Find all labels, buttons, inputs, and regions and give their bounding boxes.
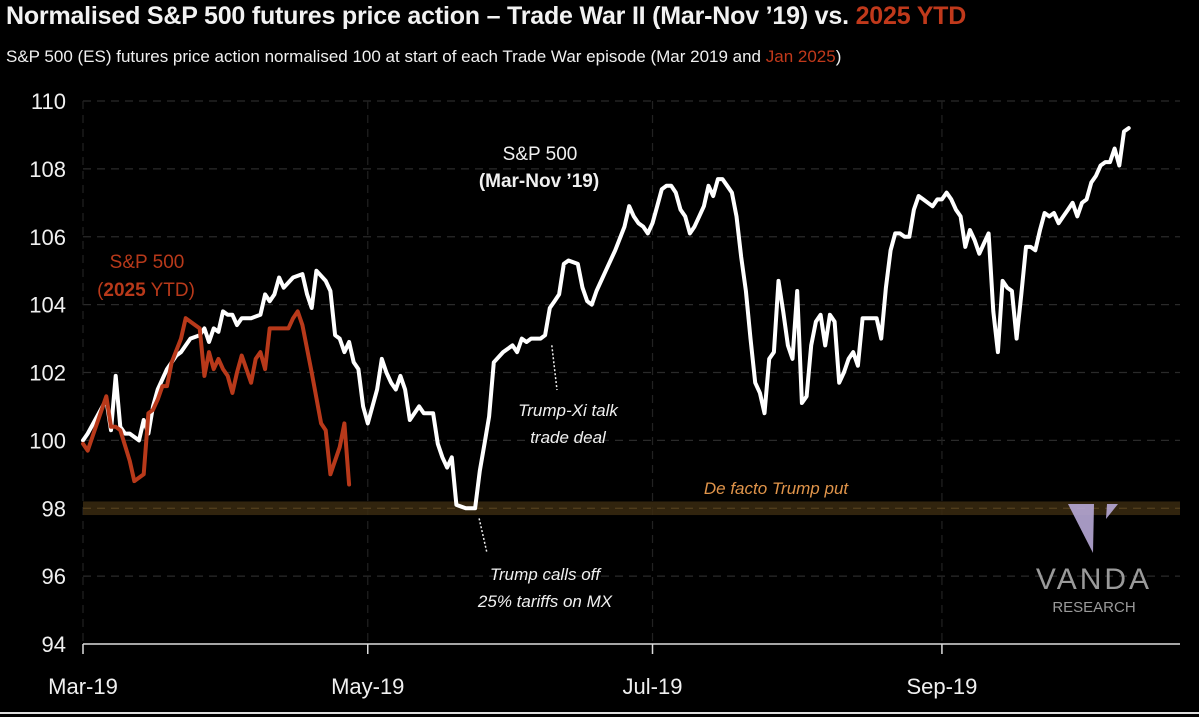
y-tick-label: 100 xyxy=(29,428,66,453)
annotation-trump-xi-line2: trade deal xyxy=(530,428,607,447)
annotations: Trump-Xi talk trade deal Trump calls off… xyxy=(97,144,849,611)
subtitle-main: S&P 500 (ES) futures price action normal… xyxy=(6,47,766,66)
y-tick-label: 94 xyxy=(42,632,66,657)
y-tick-label: 110 xyxy=(31,89,66,114)
x-tick-label: May-19 xyxy=(331,674,404,699)
chart-title: Normalised S&P 500 futures price action … xyxy=(6,2,966,31)
annotation-mx-tariffs-line2: 25% tariffs on MX xyxy=(477,592,613,611)
x-axis: Mar-19 May-19 Jul-19 Sep-19 xyxy=(48,643,1180,699)
y-tick-label: 108 xyxy=(29,157,66,182)
put-band-label: De facto Trump put xyxy=(704,479,850,498)
logo-name: VANDA xyxy=(1036,563,1152,596)
series-2019-line xyxy=(81,126,1131,511)
y-tick-label: 98 xyxy=(42,496,66,521)
y-tick-label: 102 xyxy=(29,361,66,386)
series-2025-label-line2: (2025 YTD) xyxy=(97,280,195,301)
trump-put-band xyxy=(83,501,1180,516)
series-2019-label-line2: (Mar-Nov ’19) xyxy=(479,171,599,192)
annotation-mx-leader xyxy=(478,518,488,554)
logo-v-accent-icon xyxy=(1106,504,1118,519)
title-highlight: 2025 YTD xyxy=(855,2,967,30)
chart-subtitle: S&P 500 (ES) futures price action normal… xyxy=(6,47,841,67)
series-group xyxy=(81,126,1131,511)
series-2025-label-rest: YTD) xyxy=(146,280,195,301)
logo-v-icon xyxy=(1068,504,1094,553)
annotation-mx-tariffs-line1: Trump calls off xyxy=(490,565,602,584)
vanda-logo: VANDA RESEARCH xyxy=(1036,504,1152,616)
y-axis: 94 96 98 100 102 104 106 108 110 xyxy=(29,89,66,657)
y-tick-label: 96 xyxy=(42,564,66,589)
bottom-rule xyxy=(0,712,1199,714)
series-2025-line xyxy=(81,309,352,487)
series-2019-label-line1: S&P 500 xyxy=(503,144,578,165)
subtitle-highlight: Jan 2025 xyxy=(765,47,836,66)
title-main: Normalised S&P 500 futures price action … xyxy=(6,2,856,30)
y-tick-label: 104 xyxy=(29,293,66,318)
annotation-trump-xi-line1: Trump-Xi talk xyxy=(518,401,619,420)
subtitle-end: ) xyxy=(835,47,842,66)
series-2025-label-line1: S&P 500 xyxy=(110,252,185,273)
series-2025-label-bold: 2025 xyxy=(103,280,146,301)
logo-sub: RESEARCH xyxy=(1052,599,1135,616)
x-tick-label: Jul-19 xyxy=(623,674,683,699)
x-tick-label: Mar-19 xyxy=(48,674,118,699)
annotation-trump-xi-leader xyxy=(551,345,558,391)
x-tick-label: Sep-19 xyxy=(906,674,977,699)
y-tick-label: 106 xyxy=(29,225,66,250)
